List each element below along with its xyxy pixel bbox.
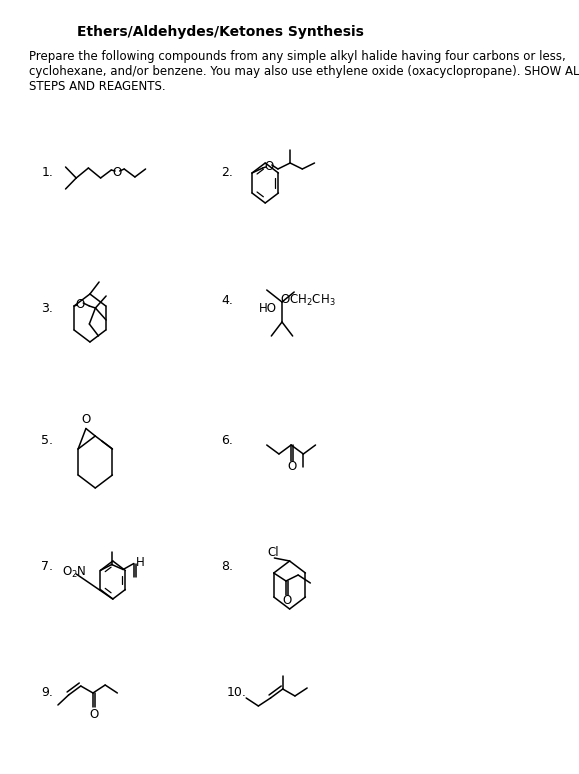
Text: 4.: 4. [221, 293, 233, 307]
Text: Prepare the following compounds from any simple alkyl halide having four carbons: Prepare the following compounds from any… [29, 50, 579, 93]
Text: O: O [282, 594, 291, 608]
Text: 2.: 2. [221, 166, 233, 180]
Text: 3.: 3. [41, 302, 53, 314]
Text: O$_2$N: O$_2$N [63, 564, 87, 580]
Text: O: O [264, 159, 273, 173]
Text: 7.: 7. [41, 560, 53, 574]
Text: H: H [135, 556, 144, 569]
Text: O: O [81, 413, 90, 426]
Text: 9.: 9. [41, 686, 53, 698]
Text: Ethers/Aldehydes/Ketones Synthesis: Ethers/Aldehydes/Ketones Synthesis [77, 25, 364, 39]
Text: O: O [287, 461, 296, 474]
Text: O: O [113, 166, 122, 179]
Text: 8.: 8. [221, 560, 233, 574]
Text: O: O [89, 707, 98, 721]
Text: Cl: Cl [267, 546, 278, 560]
Text: HO: HO [259, 302, 277, 314]
Text: 6.: 6. [221, 433, 233, 447]
Text: 5.: 5. [41, 433, 53, 447]
Text: 10.: 10. [227, 686, 247, 698]
Text: OCH$_2$CH$_3$: OCH$_2$CH$_3$ [280, 293, 336, 307]
Text: 1.: 1. [41, 166, 53, 180]
Text: O: O [76, 297, 85, 310]
